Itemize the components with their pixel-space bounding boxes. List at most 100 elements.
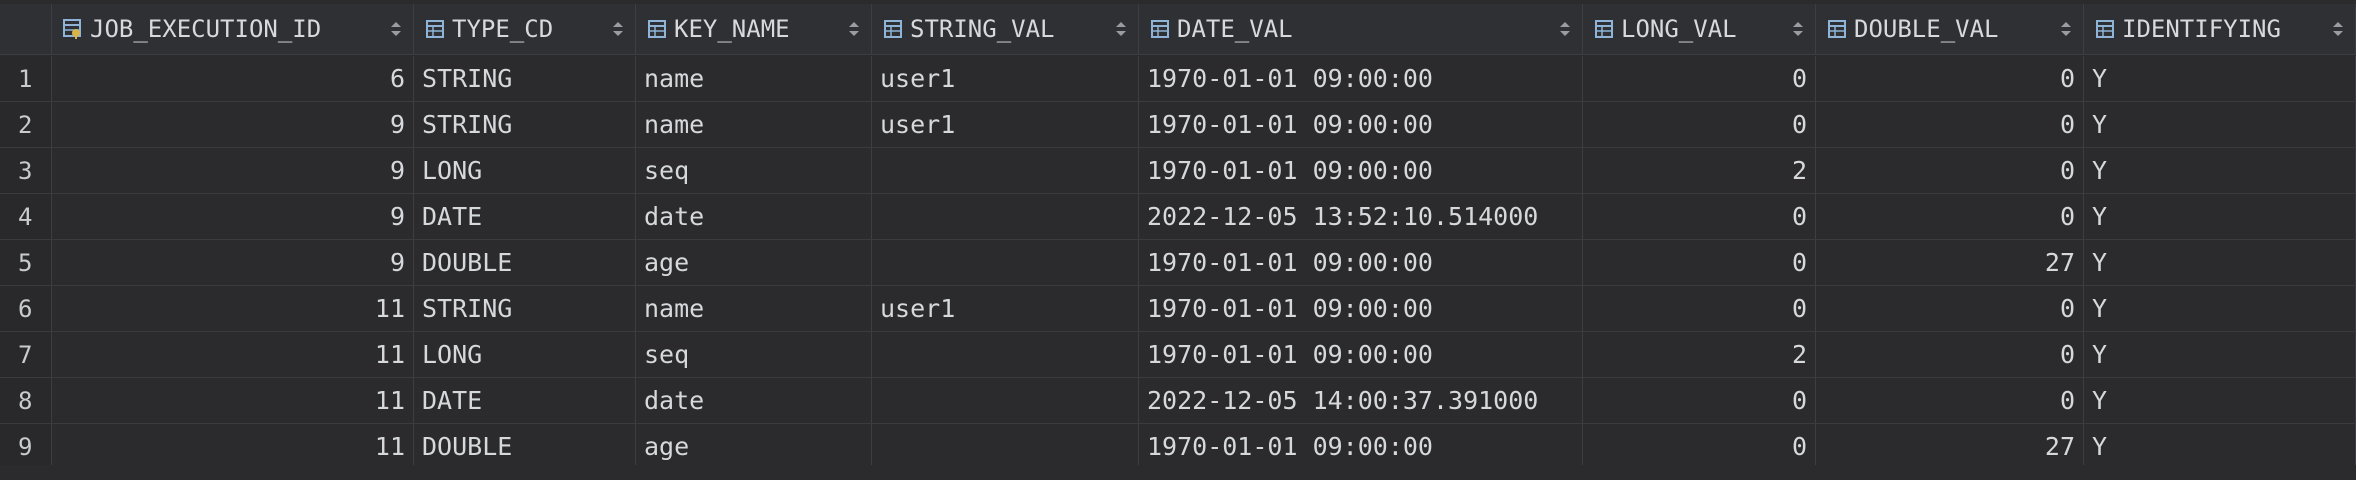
cell-identifying[interactable]: Y — [2084, 424, 2356, 469]
table-row[interactable]: 3 9 LONG seq 1970-01-01 09:00:00 2 0 Y — [0, 148, 2356, 194]
table-row[interactable]: 7 11 LONG seq 1970-01-01 09:00:00 2 0 Y — [0, 332, 2356, 378]
cell-key-name[interactable]: name — [636, 102, 872, 147]
cell-double-val[interactable]: 27 — [1816, 240, 2084, 285]
cell-type-cd[interactable]: STRING — [414, 56, 636, 101]
cell-string-val[interactable] — [872, 332, 1139, 377]
cell-key-name[interactable]: age — [636, 240, 872, 285]
column-header-job-execution-id[interactable]: JOB_EXECUTION_ID — [52, 4, 414, 54]
column-header-key-name[interactable]: KEY_NAME — [636, 4, 872, 54]
cell-type-cd[interactable]: DATE — [414, 378, 636, 423]
cell-long-val[interactable]: 0 — [1583, 102, 1816, 147]
column-header-double-val[interactable]: DOUBLE_VAL — [1816, 4, 2084, 54]
cell-string-val[interactable] — [872, 378, 1139, 423]
cell-double-val[interactable]: 0 — [1816, 194, 2084, 239]
cell-string-val[interactable]: user1 — [872, 286, 1139, 331]
cell-double-val[interactable]: 0 — [1816, 332, 2084, 377]
sort-icon — [1116, 22, 1126, 36]
table-row[interactable]: 8 11 DATE date 2022-12-05 14:00:37.39100… — [0, 378, 2356, 424]
cell-long-val[interactable]: 0 — [1583, 240, 1816, 285]
cell-date-val[interactable]: 1970-01-01 09:00:00 — [1139, 424, 1583, 469]
column-header-identifying[interactable]: IDENTIFYING — [2084, 4, 2356, 54]
cell-double-val[interactable]: 27 — [1816, 424, 2084, 469]
cell-long-val[interactable]: 2 — [1583, 332, 1816, 377]
cell-identifying[interactable]: Y — [2084, 194, 2356, 239]
cell-key-name[interactable]: date — [636, 194, 872, 239]
cell-identifying[interactable]: Y — [2084, 332, 2356, 377]
cell-job-execution-id[interactable]: 6 — [52, 56, 414, 101]
cell-identifying[interactable]: Y — [2084, 102, 2356, 147]
cell-long-val[interactable]: 0 — [1583, 424, 1816, 469]
cell-job-execution-id[interactable]: 11 — [52, 286, 414, 331]
column-header-long-val[interactable]: LONG_VAL — [1583, 4, 1816, 54]
cell-key-name[interactable]: age — [636, 424, 872, 469]
cell-identifying[interactable]: Y — [2084, 240, 2356, 285]
table-row[interactable]: 4 9 DATE date 2022-12-05 13:52:10.514000… — [0, 194, 2356, 240]
cell-date-val[interactable]: 1970-01-01 09:00:00 — [1139, 102, 1583, 147]
column-icon — [884, 20, 902, 38]
cell-key-name[interactable]: name — [636, 286, 872, 331]
cell-type-cd[interactable]: LONG — [414, 332, 636, 377]
sort-icon — [1793, 22, 1803, 36]
cell-date-val[interactable]: 1970-01-01 09:00:00 — [1139, 56, 1583, 101]
cell-type-cd[interactable]: DOUBLE — [414, 424, 636, 469]
cell-key-name[interactable]: date — [636, 378, 872, 423]
cell-string-val[interactable] — [872, 424, 1139, 469]
cell-job-execution-id[interactable]: 9 — [52, 148, 414, 193]
grid-header: JOB_EXECUTION_ID TYPE_CD — [0, 4, 2356, 55]
cell-string-val[interactable] — [872, 240, 1139, 285]
cell-identifying[interactable]: Y — [2084, 148, 2356, 193]
cell-job-execution-id[interactable]: 11 — [52, 332, 414, 377]
cell-type-cd[interactable]: DOUBLE — [414, 240, 636, 285]
cell-job-execution-id[interactable]: 9 — [52, 102, 414, 147]
cell-type-cd[interactable]: STRING — [414, 286, 636, 331]
cell-long-val[interactable]: 0 — [1583, 378, 1816, 423]
cell-date-val[interactable]: 1970-01-01 09:00:00 — [1139, 332, 1583, 377]
cell-date-val[interactable]: 1970-01-01 09:00:00 — [1139, 148, 1583, 193]
column-header-label: DOUBLE_VAL — [1854, 15, 1999, 43]
cell-date-val[interactable]: 1970-01-01 09:00:00 — [1139, 286, 1583, 331]
cell-double-val[interactable]: 0 — [1816, 378, 2084, 423]
cell-identifying[interactable]: Y — [2084, 378, 2356, 423]
cell-long-val[interactable]: 0 — [1583, 194, 1816, 239]
table-row[interactable]: 6 11 STRING name user1 1970-01-01 09:00:… — [0, 286, 2356, 332]
table-row[interactable]: 1 6 STRING name user1 1970-01-01 09:00:0… — [0, 56, 2356, 102]
cell-job-execution-id[interactable]: 11 — [52, 424, 414, 469]
cell-long-val[interactable]: 0 — [1583, 286, 1816, 331]
cell-date-val[interactable]: 1970-01-01 09:00:00 — [1139, 240, 1583, 285]
cell-key-name[interactable]: seq — [636, 148, 872, 193]
cell-identifying[interactable]: Y — [2084, 286, 2356, 331]
cell-string-val[interactable] — [872, 148, 1139, 193]
cell-string-val[interactable]: user1 — [872, 56, 1139, 101]
cell-string-val[interactable] — [872, 194, 1139, 239]
cell-date-val[interactable]: 2022-12-05 13:52:10.514000 — [1139, 194, 1583, 239]
cell-job-execution-id[interactable]: 9 — [52, 240, 414, 285]
row-number: 3 — [0, 148, 52, 193]
cell-job-execution-id[interactable]: 11 — [52, 378, 414, 423]
cell-long-val[interactable]: 0 — [1583, 56, 1816, 101]
primary-key-column-icon — [63, 19, 81, 39]
column-header-string-val[interactable]: STRING_VAL — [872, 4, 1139, 54]
cell-type-cd[interactable]: DATE — [414, 194, 636, 239]
table-row[interactable]: 2 9 STRING name user1 1970-01-01 09:00:0… — [0, 102, 2356, 148]
column-header-date-val[interactable]: DATE_VAL — [1139, 4, 1583, 54]
cell-string-val[interactable]: user1 — [872, 102, 1139, 147]
column-header-type-cd[interactable]: TYPE_CD — [414, 4, 636, 54]
cell-double-val[interactable]: 0 — [1816, 102, 2084, 147]
column-header-label: TYPE_CD — [452, 15, 554, 43]
cell-double-val[interactable]: 0 — [1816, 56, 2084, 101]
cell-type-cd[interactable]: LONG — [414, 148, 636, 193]
cell-job-execution-id[interactable]: 9 — [52, 194, 414, 239]
cell-date-val[interactable]: 2022-12-05 14:00:37.391000 — [1139, 378, 1583, 423]
cell-type-cd[interactable]: STRING — [414, 102, 636, 147]
table-row[interactable]: 9 11 DOUBLE age 1970-01-01 09:00:00 0 27… — [0, 424, 2356, 470]
column-icon — [1151, 20, 1169, 38]
row-number: 6 — [0, 286, 52, 331]
cell-identifying[interactable]: Y — [2084, 56, 2356, 101]
cell-double-val[interactable]: 0 — [1816, 148, 2084, 193]
cell-key-name[interactable]: seq — [636, 332, 872, 377]
row-number: 8 — [0, 378, 52, 423]
cell-key-name[interactable]: name — [636, 56, 872, 101]
cell-double-val[interactable]: 0 — [1816, 286, 2084, 331]
table-row[interactable]: 5 9 DOUBLE age 1970-01-01 09:00:00 0 27 … — [0, 240, 2356, 286]
cell-long-val[interactable]: 2 — [1583, 148, 1816, 193]
